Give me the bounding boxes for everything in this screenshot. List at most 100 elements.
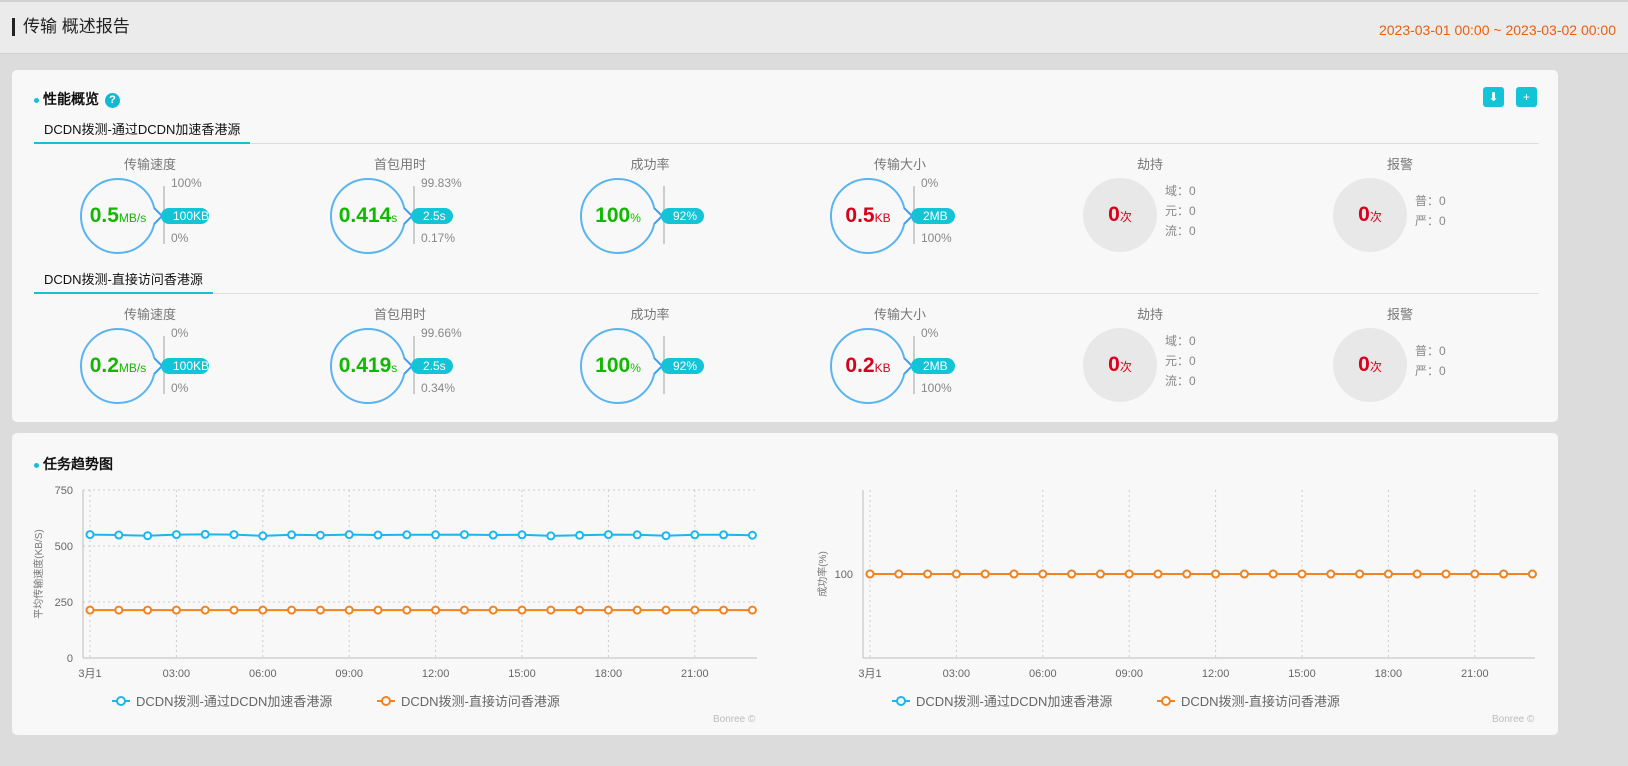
metric-title: 成功率 (630, 307, 670, 322)
metric-title: 报警 (1386, 157, 1413, 172)
data-point (690, 605, 700, 615)
legend-marker (116, 696, 126, 706)
hijack-card: 劫持 0次 域：0 元：0 流：0 (1035, 154, 1285, 284)
data-point (344, 530, 354, 540)
data-point (1297, 569, 1307, 579)
data-point (1009, 569, 1019, 579)
upper-percent: 99.83% (421, 176, 462, 190)
legend-item[interactable]: DCDN拨测-直接访问香港源 (401, 694, 560, 709)
x-tick-label: 03:00 (163, 668, 191, 680)
upper-percent: 99.66% (421, 326, 462, 340)
alarm-detail: 严：0 (1415, 364, 1446, 378)
count-value: 0 (1108, 353, 1120, 376)
data-point (1499, 569, 1509, 579)
metric-title: 首包用时 (373, 157, 426, 172)
metric-title: 劫持 (1136, 307, 1163, 322)
count-unit: 次 (1119, 210, 1132, 224)
metric-card: 成功率 100% 92% (535, 154, 785, 284)
data-point (431, 605, 441, 615)
data-point (1153, 569, 1163, 579)
alarm-circle: 0次 (1333, 178, 1407, 252)
data-point (85, 605, 95, 615)
x-tick-label: 3月1 (858, 668, 881, 680)
legend-item[interactable]: DCDN拨测-直接访问香港源 (1181, 694, 1340, 709)
data-point (1211, 569, 1221, 579)
data-point (1124, 569, 1134, 579)
metric-title: 传输速度 (123, 157, 176, 172)
data-point (373, 530, 383, 540)
x-tick-label: 03:00 (943, 668, 971, 680)
alarm-card: 报警 0次 普：0 严：0 (1285, 304, 1535, 434)
group-tab[interactable]: DCDN拨测-通过DCDN加速香港源 (34, 120, 1539, 144)
threshold-pill: 2MB (911, 358, 955, 374)
data-point (603, 530, 613, 540)
alarm-detail: 普：0 (1415, 194, 1446, 208)
hijack-card: 劫持 0次 域：0 元：0 流：0 (1035, 304, 1285, 434)
metric-title: 劫持 (1136, 157, 1163, 172)
page-header: 传输 概述报告 2023-03-01 00:00 ~ 2023-03-02 00… (0, 0, 1628, 54)
data-point (402, 530, 412, 540)
data-point (575, 605, 585, 615)
metric-title: 首包用时 (373, 307, 426, 322)
count-value: 0 (1358, 203, 1370, 226)
date-range[interactable]: 2023-03-01 00:00 ~ 2023-03-02 00:00 (1378, 22, 1616, 38)
data-point (661, 605, 671, 615)
metric-circle: 100% (580, 178, 656, 254)
metric-unit: MB/s (118, 361, 147, 375)
hijack-detail: 域：0 (1165, 184, 1196, 198)
count-unit: 次 (1369, 210, 1382, 224)
x-tick-label: 21:00 (1461, 668, 1489, 680)
data-point (402, 605, 412, 615)
legend-marker (896, 696, 906, 706)
x-tick-label: 3月1 (78, 668, 101, 680)
trend-card: 任务趋势图 0 250 500 750 3月1 03:00 06:00 09:00 12:00 1… (12, 433, 1558, 735)
x-tick-label: 18:00 (1375, 668, 1403, 680)
data-point (546, 605, 556, 615)
y-tick-label: 100 (835, 569, 853, 581)
legend-item[interactable]: DCDN拨测-通过DCDN加速香港源 (916, 694, 1112, 709)
legend-item[interactable]: DCDN拨测-通过DCDN加速香港源 (136, 694, 332, 709)
metric-unit: s (391, 361, 398, 375)
data-point (431, 530, 441, 540)
data-point (85, 530, 95, 540)
upper-percent: 0% (921, 326, 939, 340)
data-point (575, 530, 585, 540)
group-tab[interactable]: DCDN拨测-直接访问香港源 (34, 270, 1539, 294)
help-icon[interactable]: ? (105, 93, 120, 108)
data-point (1441, 569, 1451, 579)
y-axis-label: 成功率(%) (816, 551, 829, 597)
upper-percent: 100% (171, 176, 202, 190)
data-point (1182, 569, 1192, 579)
data-point (459, 605, 469, 615)
metric-card: 传输速度 0.2MB/s 0% 100KB 0% (35, 304, 285, 434)
data-point (1470, 569, 1480, 579)
threshold-pill: 2.5s (411, 358, 453, 374)
threshold-pill: 100KB (161, 208, 209, 224)
data-point (632, 605, 642, 615)
metric-card: 成功率 100% 92% (535, 304, 785, 434)
lower-percent: 0.17% (421, 231, 456, 245)
data-point (980, 569, 990, 579)
legend-marker (1161, 696, 1171, 706)
data-point (747, 530, 757, 540)
data-point (1095, 569, 1105, 579)
x-tick-label: 06:00 (1029, 668, 1057, 680)
x-tick-label: 12:00 (1202, 668, 1230, 680)
data-point (690, 530, 700, 540)
data-point (517, 605, 527, 615)
metric-unit: KB (874, 211, 891, 225)
data-point (258, 531, 268, 541)
download-icon[interactable]: ⬇ (1483, 87, 1504, 107)
trend-charts: 0 250 500 750 3月1 03:00 06:00 09:00 12:00 15:00 18… (32, 485, 1537, 709)
data-point (1527, 569, 1537, 579)
page-title: 传输 概述报告 (12, 18, 130, 36)
data-point (143, 605, 153, 615)
data-point (171, 530, 181, 540)
data-point (546, 531, 556, 541)
threshold-pill: 92% (661, 208, 705, 224)
folder-add-icon[interactable]: + (1516, 87, 1537, 107)
metric-title: 传输大小 (873, 307, 926, 322)
metric-card: 首包用时 0.414s 99.83% 2.5s 0.17% (285, 154, 535, 284)
legend-marker (381, 696, 391, 706)
overview-title: 性能概览? (34, 89, 120, 109)
